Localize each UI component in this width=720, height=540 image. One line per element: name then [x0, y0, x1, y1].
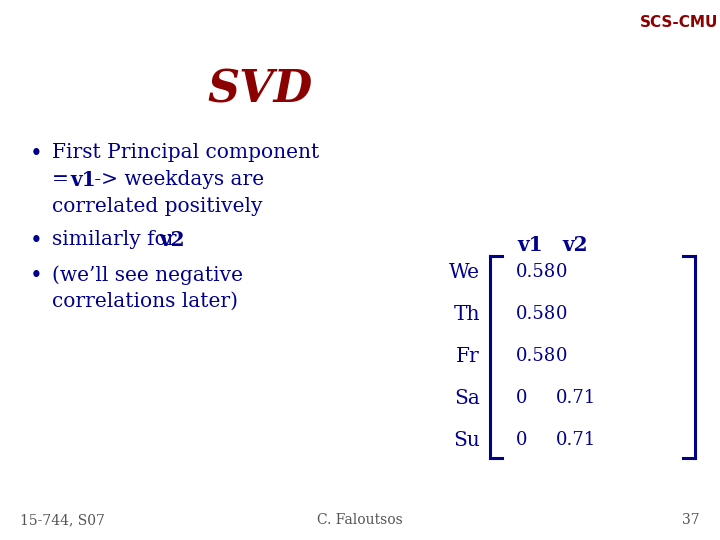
Text: v2: v2: [562, 235, 588, 255]
Text: 15-744, S07: 15-744, S07: [20, 513, 105, 527]
Text: =: =: [52, 170, 76, 189]
Text: v2: v2: [159, 230, 184, 250]
Text: Sa: Sa: [454, 388, 480, 408]
Text: Su: Su: [454, 430, 480, 449]
Text: 0: 0: [516, 389, 528, 407]
Text: 0: 0: [556, 305, 567, 323]
Text: •: •: [30, 230, 42, 252]
Text: 0: 0: [556, 347, 567, 365]
Text: correlated positively: correlated positively: [52, 197, 263, 216]
Text: 37: 37: [683, 513, 700, 527]
Text: 0: 0: [556, 263, 567, 281]
Text: •: •: [30, 143, 42, 165]
Text: First Principal component: First Principal component: [52, 143, 319, 162]
Text: similarly for: similarly for: [52, 230, 183, 249]
Text: Th: Th: [454, 305, 480, 323]
Text: (we’ll see negative: (we’ll see negative: [52, 265, 243, 285]
Text: We: We: [449, 262, 480, 281]
Text: 0.71: 0.71: [556, 389, 596, 407]
Text: C. Faloutsos: C. Faloutsos: [317, 513, 403, 527]
Text: 0.58: 0.58: [516, 305, 557, 323]
Text: -> weekdays are: -> weekdays are: [88, 170, 264, 189]
Text: v1: v1: [517, 235, 543, 255]
Text: correlations later): correlations later): [52, 292, 238, 311]
Text: 0.58: 0.58: [516, 263, 557, 281]
Text: SVD: SVD: [207, 69, 312, 111]
Text: 0.58: 0.58: [516, 347, 557, 365]
Text: v1: v1: [70, 170, 96, 190]
Text: SCS-CMU: SCS-CMU: [640, 15, 719, 30]
Text: 0: 0: [516, 431, 528, 449]
Text: Fr: Fr: [456, 347, 480, 366]
Text: •: •: [30, 265, 42, 287]
Text: 0.71: 0.71: [556, 431, 596, 449]
